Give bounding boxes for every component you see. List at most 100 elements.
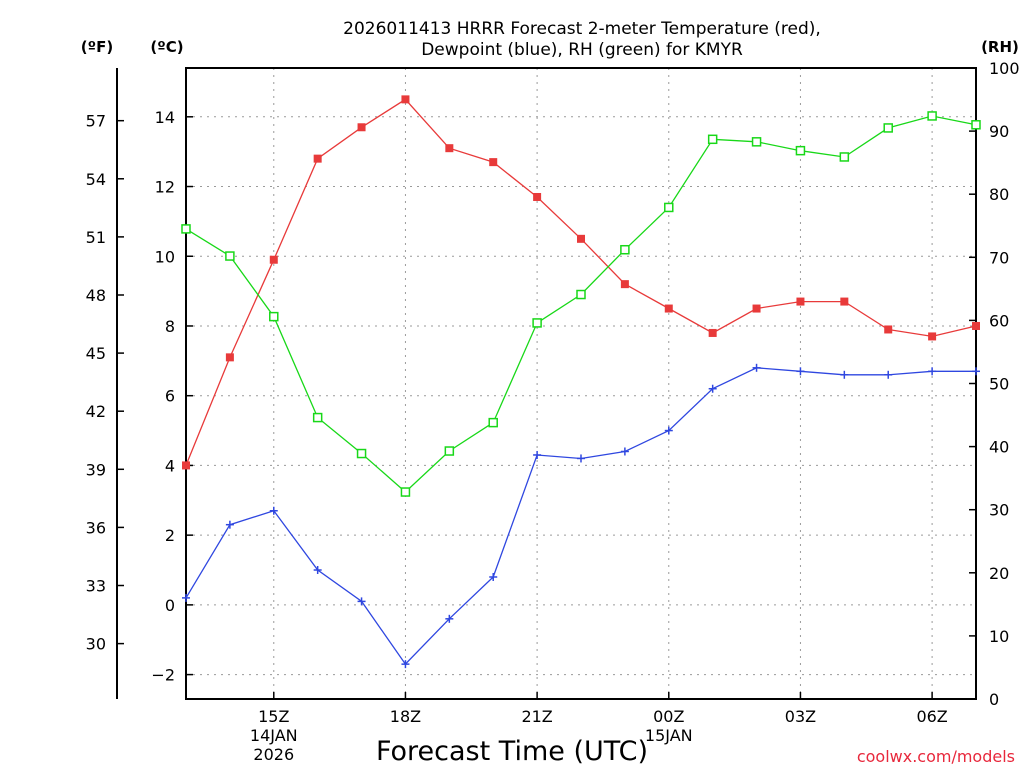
dewpoint-point: [445, 614, 454, 623]
fahrenheit-tick-label: 54: [86, 170, 106, 189]
temperature-point: [357, 123, 366, 132]
rh-point: [576, 289, 586, 300]
rh-point: [225, 251, 235, 261]
rh-point: [927, 111, 937, 121]
dewpoint-line: [185, 367, 976, 666]
rh-point: [444, 446, 455, 456]
x-tick-label: 15Z: [258, 707, 289, 726]
dewpoint-point: [489, 572, 498, 581]
dewpoint-point: [884, 370, 893, 379]
dewpoint-point: [225, 520, 234, 529]
rh-tick-label: 0: [989, 690, 999, 709]
x-tick-label: 03Z: [785, 707, 816, 726]
rh-point: [971, 120, 981, 130]
celsius-tick-label: 0: [165, 596, 175, 615]
temperature-point: [884, 325, 893, 334]
dewpoint-point: [752, 363, 761, 372]
rh-point: [400, 487, 411, 497]
fahrenheit-tick-label: 45: [86, 344, 106, 363]
x-tick-label: 21Z: [521, 707, 552, 726]
fahrenheit-tick-label: 51: [86, 228, 106, 247]
x-tick-label: 06Z: [916, 707, 947, 726]
axes: [116, 67, 977, 700]
temperature-point: [752, 304, 761, 313]
rh-tick-label: 60: [989, 311, 1009, 330]
dewpoint-point: [928, 367, 937, 376]
celsius-tick-label: 6: [165, 387, 175, 406]
dewpoint-point: [840, 370, 849, 379]
temperature-point: [577, 234, 585, 243]
rh-point: [312, 412, 323, 423]
dewpoint-point: [269, 506, 278, 515]
fahrenheit-tick-label: 33: [86, 577, 106, 596]
rh-point: [751, 137, 762, 147]
dewpoint-point: [620, 447, 629, 456]
rh-point: [707, 134, 718, 145]
x-tick-date-label: 14JAN: [250, 726, 298, 745]
temperature-line: [185, 98, 977, 466]
rh-point: [883, 123, 893, 133]
x-tick-label: 00Z: [653, 707, 684, 726]
dewpoint-point: [401, 660, 410, 669]
dewpoint-point: [796, 367, 805, 376]
rh-point: [356, 448, 367, 459]
temperature-point: [840, 297, 849, 306]
rh-tick-label: 20: [989, 564, 1009, 583]
tick-labels: −2 0 2 4 6 8 10 12 14 30 33 36 39 42 45 48 51 54 57 0 10 20 30…: [86, 59, 1020, 764]
temperature-point: [708, 328, 717, 337]
rh-point: [620, 244, 630, 255]
rh-point: [488, 417, 498, 428]
temperature-point: [401, 95, 410, 104]
fahrenheit-tick-label: 48: [86, 286, 106, 305]
chart-title-line-1: 2026011413 HRRR Forecast 2-meter Tempera…: [343, 19, 821, 39]
celsius-tick-label: 10: [155, 247, 175, 266]
dewpoint-point: [182, 593, 190, 602]
dewpoint-point: [533, 450, 542, 459]
x-tick-date-label: 15JAN: [645, 726, 693, 745]
grid-lines: [186, 68, 976, 699]
rh-point: [839, 152, 850, 162]
temperature-point: [972, 321, 980, 330]
celsius-tick-label: 4: [165, 456, 175, 475]
rh-tick-label: 100: [989, 59, 1020, 78]
rh-point: [181, 224, 191, 234]
temperature-point: [664, 304, 673, 313]
rh-point: [664, 202, 674, 213]
celsius-tick-label: 2: [165, 526, 175, 545]
fahrenheit-tick-label: 39: [86, 460, 106, 479]
chart-title-line-2: Dewpoint (blue), RH (green) for KMYR: [421, 40, 743, 60]
rh-line: [185, 115, 977, 493]
temperature-point: [620, 280, 629, 289]
rh-tick-label: 70: [989, 248, 1009, 267]
rh-tick-label: 90: [989, 122, 1009, 141]
rh-tick-label: 30: [989, 501, 1009, 520]
unit-label-rh: (RH): [981, 38, 1019, 56]
x-tick-label: 18Z: [390, 707, 421, 726]
temperature-point: [182, 461, 190, 470]
celsius-tick-label: 14: [155, 108, 175, 127]
x-axis-label: Forecast Time (UTC): [376, 736, 648, 767]
plot-frame: [185, 67, 977, 700]
fahrenheit-tick-label: 36: [86, 518, 106, 537]
rh-point: [795, 145, 806, 156]
fahrenheit-tick-label: 42: [86, 402, 106, 421]
dewpoint-point: [357, 597, 366, 606]
rh-tick-label: 40: [989, 438, 1009, 457]
dewpoint-point: [972, 367, 980, 376]
x-tick-year-label: 2026: [253, 745, 294, 764]
temperature-point: [928, 332, 937, 341]
source-credit: coolwx.com/models: [857, 747, 1015, 766]
dewpoint-point: [664, 426, 673, 435]
fahrenheit-tick-label: 57: [86, 112, 106, 131]
rh-tick-label: 80: [989, 185, 1009, 204]
temperature-point: [313, 154, 322, 163]
rh-point: [532, 318, 542, 328]
celsius-tick-label: 12: [155, 178, 175, 197]
unit-label-fahrenheit: (ºF): [81, 38, 113, 56]
rh-tick-label: 10: [989, 627, 1009, 646]
temperature-point: [445, 144, 454, 153]
fahrenheit-tick-label: 30: [86, 635, 106, 654]
dewpoint-point: [313, 566, 322, 575]
celsius-tick-label: 8: [165, 317, 175, 336]
